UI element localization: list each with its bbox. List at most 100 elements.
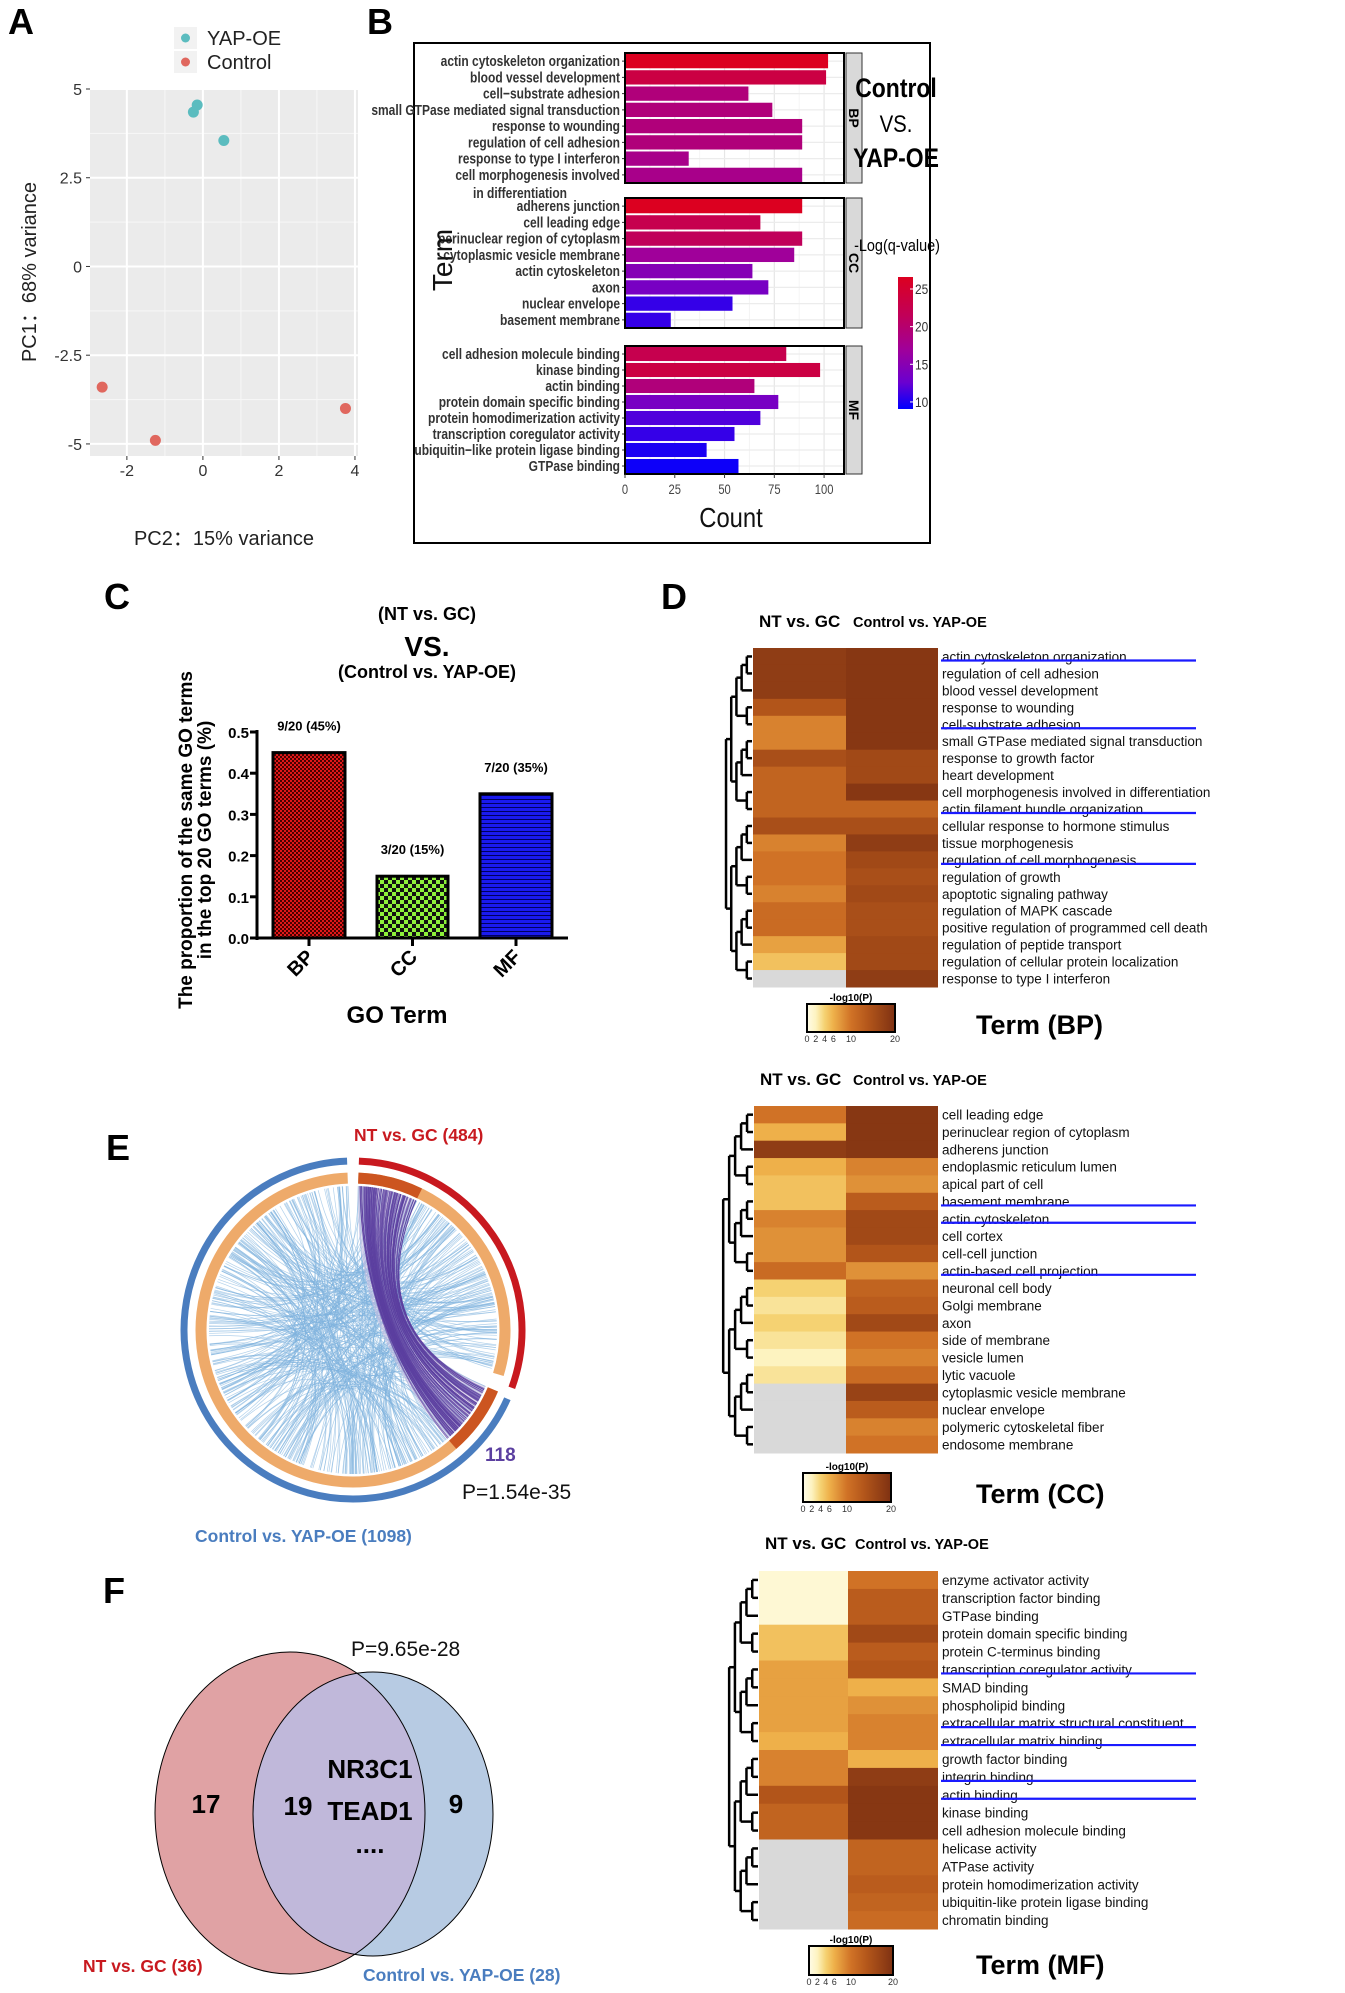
heat-cell	[753, 851, 846, 869]
control-vs-yap-outer-arc	[180, 1157, 511, 1503]
shared-chord-link	[377, 1188, 467, 1419]
shared-chord-link	[359, 1186, 452, 1436]
shared-chord-link	[382, 1190, 471, 1414]
chord-links	[209, 1186, 498, 1475]
heatmap-termmf: NT vs. GC Control vs. YAP-OE enzyme activa…	[727, 1534, 1196, 1987]
colorbar-tick-label: 0	[804, 1034, 809, 1044]
panel-label-d: D	[661, 576, 687, 617]
shared-chord-link	[366, 1186, 454, 1434]
heat-cell	[759, 1732, 848, 1751]
colorbar-tick-label: 0	[800, 1504, 805, 1514]
term-label: blood vessel development	[470, 69, 620, 86]
y-axis-title: The proportion of the same GO terms	[176, 671, 197, 1009]
x-tick-label: 50	[718, 482, 730, 497]
heat-cell	[754, 1400, 846, 1419]
chord-link	[209, 1273, 486, 1332]
chord-link	[238, 1242, 369, 1474]
heat-cell	[753, 885, 846, 903]
column-header: NT vs. GC	[759, 612, 840, 631]
heat-cell	[846, 1296, 938, 1315]
heat-cell	[846, 1400, 938, 1419]
heat-cell	[846, 698, 938, 717]
facet-strip	[845, 345, 863, 475]
row-label: actin filament bundle organization	[942, 802, 1143, 817]
chord-link	[214, 1291, 365, 1474]
bar-bp-6	[625, 151, 689, 166]
bar-mf-4	[625, 410, 761, 426]
row-label: lytic vacuole	[942, 1368, 1016, 1383]
row-label: positive regulation of programmed cell d…	[942, 921, 1208, 936]
chart-title: (Control vs. YAP-OE)	[338, 662, 516, 682]
heat-cell	[759, 1750, 848, 1769]
chord-link	[242, 1237, 341, 1474]
chord-link	[359, 1228, 456, 1474]
set-label-nt-vs-gc: NT vs. GC (36)	[83, 1956, 203, 1976]
colorbar	[808, 1945, 894, 1976]
heat-cell	[753, 766, 846, 785]
colorbar-tick-label: 0	[806, 1977, 811, 1987]
row-label: endoplasmic reticulum lumen	[942, 1160, 1117, 1175]
row-label: helicase activity	[942, 1841, 1037, 1856]
heat-cell	[846, 834, 938, 852]
chart-title: (NT vs. GC)	[378, 604, 476, 624]
heat-cell	[848, 1660, 938, 1679]
heat-cell	[753, 936, 846, 954]
row-label: cell adhesion molecule binding	[942, 1824, 1126, 1839]
heat-cell	[846, 1331, 938, 1350]
shared-count: 118	[485, 1445, 516, 1466]
facet-strip	[845, 197, 863, 329]
heat-cell	[753, 648, 846, 666]
chord-link	[287, 1186, 342, 1459]
shared-chord-link	[384, 1190, 471, 1415]
heat-cell	[846, 766, 938, 785]
heat-cell	[759, 1839, 848, 1858]
heat-cell	[846, 851, 938, 869]
chord-link	[227, 1196, 316, 1401]
y-tick-label: 0.4	[228, 766, 250, 783]
heat-cell	[759, 1785, 848, 1805]
bar-mf-0	[625, 346, 787, 362]
heat-cell	[848, 1750, 938, 1769]
chord-link	[209, 1342, 407, 1464]
heat-cell	[846, 953, 938, 971]
colorbar-tick-label: 4	[818, 1504, 823, 1514]
chord-link	[231, 1211, 305, 1409]
row-label: protein domain specific binding	[942, 1627, 1127, 1642]
heat-cell	[753, 749, 846, 768]
row-label: cell morphogenesis involved in different…	[942, 785, 1210, 800]
y-axis-title: Term	[427, 229, 458, 291]
p-value: P=1.54e-35	[462, 1481, 571, 1504]
bar-mf-2	[625, 378, 755, 394]
x-tick-label: 2	[274, 463, 283, 480]
heat-cell	[759, 1911, 848, 1930]
chord-link	[337, 1332, 497, 1474]
row-label: response to growth factor	[942, 751, 1095, 766]
term-label: in differentiation	[473, 185, 567, 202]
panel-label-a: A	[8, 1, 34, 42]
shared-chord-link	[372, 1187, 461, 1427]
heat-cell	[754, 1158, 846, 1176]
colorbar-tick-label: 20	[890, 1034, 900, 1044]
heat-cell	[846, 1244, 938, 1263]
chord-link	[212, 1297, 493, 1367]
panel-label-f: F	[103, 1570, 125, 1611]
x-tick-label: 100	[815, 482, 834, 497]
heat-cell	[759, 1893, 848, 1912]
term-label: ubiquitin−like protein ligase binding	[414, 442, 620, 459]
heat-cell	[753, 681, 846, 700]
heat-cell	[754, 1279, 846, 1298]
colorbar-tick-label: 4	[822, 1034, 827, 1044]
y-axis-title: PC1：68% variance	[19, 182, 41, 362]
colorbar-tick-label: 10	[915, 394, 928, 410]
chord-link	[230, 1265, 483, 1407]
column-header: NT vs. GC	[765, 1534, 846, 1553]
heat-cell	[846, 1279, 938, 1298]
heat-cell	[759, 1875, 848, 1894]
control-shared-arc	[449, 1387, 498, 1449]
legend-marker	[181, 33, 190, 43]
x-axis-title: PC2：15% variance	[134, 528, 314, 550]
chord-link	[213, 1292, 494, 1364]
row-label: blood vessel development	[942, 683, 1098, 698]
colorbar-title: -Log(q-value)	[854, 237, 940, 255]
colorbar-tick-label: 20	[888, 1977, 898, 1987]
